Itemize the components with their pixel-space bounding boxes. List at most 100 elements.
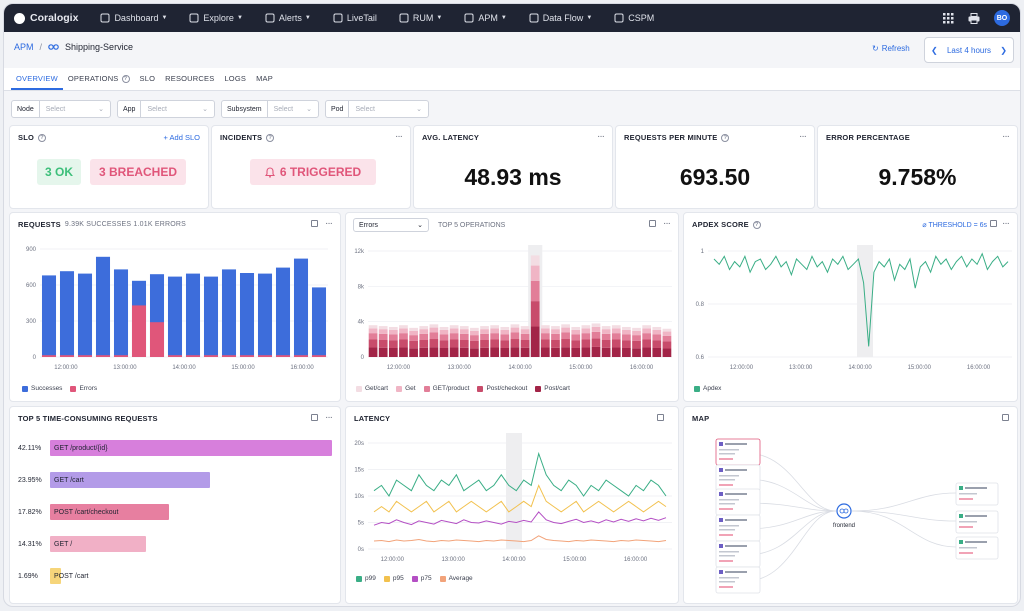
refresh-icon: ↻: [872, 44, 879, 53]
filter-select[interactable]: Select ⌄: [349, 105, 428, 114]
slo-ok-badge[interactable]: 3 OK: [37, 159, 81, 185]
nav-item-data-flow[interactable]: Data Flow ▼: [529, 13, 592, 23]
top-request-row[interactable]: 42.11% GET /product/{id}: [18, 440, 332, 456]
requests-subtitle: 9.39K SUCCESSES 1.01K ERRORS: [64, 221, 187, 228]
help-icon[interactable]: ?: [266, 133, 275, 142]
operation-segment: [449, 339, 459, 348]
operation-segment: [439, 329, 449, 335]
more-options-icon[interactable]: ···: [1002, 131, 1010, 142]
threshold-label: THRESHOLD = 6s: [928, 222, 987, 229]
nav-item-explore[interactable]: Explore ▼: [189, 13, 243, 23]
user-avatar[interactable]: BO: [994, 10, 1010, 26]
more-options-icon[interactable]: ···: [597, 131, 605, 142]
operation-segment: [429, 327, 439, 333]
tab-overview[interactable]: OVERVIEW: [11, 74, 63, 90]
apps-grid-icon[interactable]: [943, 12, 954, 24]
expand-icon[interactable]: [311, 220, 318, 227]
nav-item-apm[interactable]: APM ▼: [464, 13, 507, 23]
top-request-row[interactable]: 1.69% POST /cart: [18, 568, 89, 584]
requests-title: REQUESTS: [18, 220, 61, 229]
expand-icon[interactable]: [311, 414, 318, 421]
tab-slo[interactable]: SLO: [135, 74, 161, 90]
brand-name: Coralogix: [30, 12, 79, 24]
slo-breached-badge[interactable]: 3 BREACHED: [90, 159, 186, 185]
operation-segment: [459, 329, 469, 334]
apdex-x-tick: 12:00:00: [730, 365, 754, 371]
node-text: [959, 493, 977, 495]
time-range-picker[interactable]: ❮ Last 4 hours ❯: [924, 37, 1014, 63]
operation-segment: [662, 348, 672, 357]
more-options-icon[interactable]: ···: [325, 412, 333, 423]
operation-segment: [378, 326, 388, 330]
help-icon[interactable]: ?: [38, 133, 47, 142]
expand-icon[interactable]: [1002, 414, 1009, 421]
expand-icon[interactable]: [657, 414, 664, 421]
expand-icon[interactable]: [649, 220, 656, 227]
filter-select[interactable]: Select ⌄: [141, 105, 214, 114]
time-prev-icon[interactable]: ❮: [931, 45, 938, 55]
tab-resources[interactable]: RESOURCES: [160, 74, 219, 90]
caret-down-icon: ▼: [304, 15, 311, 21]
nav-item-dashboard[interactable]: Dashboard ▼: [100, 13, 167, 23]
refresh-button[interactable]: ↻ Refresh: [872, 44, 910, 53]
caret-down-icon: ▼: [500, 15, 507, 21]
success-bar: [203, 276, 219, 357]
operation-segment: [449, 347, 459, 357]
node-text: [719, 449, 739, 451]
apdex-y-tick: 0.8: [696, 302, 705, 308]
more-options-icon[interactable]: ···: [663, 218, 671, 229]
operation-segment: [611, 325, 621, 329]
operation-segment: [480, 326, 489, 330]
operation-segment: [429, 324, 439, 328]
legend-label: p99: [365, 575, 376, 582]
service-map[interactable]: frontend: [684, 431, 1019, 601]
tab-bar: OVERVIEW OPERATIONS? SLO RESOURCES LOGS MAP: [4, 68, 1020, 91]
more-options-icon[interactable]: ···: [799, 131, 807, 142]
filter-node[interactable]: Node Select ⌄: [11, 100, 111, 118]
operations-metric-select[interactable]: Errors ⌄: [353, 218, 429, 232]
nav-item-rum[interactable]: RUM ▼: [399, 13, 442, 23]
tab-map[interactable]: MAP: [251, 74, 278, 90]
nav-item-alerts[interactable]: Alerts ▼: [265, 13, 311, 23]
chevron-down-icon: ⌄: [416, 106, 422, 113]
help-icon[interactable]: ?: [752, 220, 761, 229]
add-slo-button[interactable]: + Add SLO: [163, 133, 201, 142]
top-request-row[interactable]: 23.95% GET /cart: [18, 472, 211, 488]
top-request-row[interactable]: 14.31% GET /: [18, 536, 146, 552]
operation-segment: [601, 326, 611, 330]
filter-pod[interactable]: Pod Select ⌄: [325, 100, 429, 118]
operation-segment: [490, 339, 500, 348]
filter-select[interactable]: Select ⌄: [40, 105, 110, 114]
error-percentage-panel: ERROR PERCENTAGE ··· 9.758%: [817, 125, 1018, 209]
nav-item-livetail[interactable]: LiveTail: [333, 13, 377, 23]
help-icon[interactable]: ?: [121, 74, 130, 83]
operation-segment: [378, 333, 388, 340]
brand-logo[interactable]: Coralogix: [14, 12, 78, 24]
time-range-label: Last 4 hours: [946, 45, 992, 55]
tab-logs[interactable]: LOGS: [219, 74, 251, 90]
more-options-icon[interactable]: ···: [325, 218, 333, 229]
filter-subsystem[interactable]: Subsystem Select ⌄: [221, 100, 319, 118]
operation-segment: [439, 340, 449, 348]
incidents-triggered-badge[interactable]: 6 TRIGGERED: [250, 159, 376, 185]
more-options-icon[interactable]: ···: [395, 131, 403, 142]
filter-placeholder: Select: [147, 105, 167, 113]
filter-select[interactable]: Select ⌄: [268, 105, 318, 114]
printer-icon[interactable]: [968, 12, 980, 24]
service-icon: [719, 544, 723, 548]
requests-legend: Successes Errors: [22, 385, 97, 392]
tab-operations[interactable]: OPERATIONS?: [63, 74, 135, 90]
node-text: [719, 581, 735, 583]
nav-item-cspm[interactable]: CSPM: [614, 13, 654, 23]
top-request-row[interactable]: 17.82% POST /cart/checkout: [18, 504, 170, 520]
time-next-icon[interactable]: ❯: [1000, 45, 1007, 55]
nav-item-label: Data Flow: [542, 13, 584, 23]
expand-icon[interactable]: [990, 220, 997, 227]
help-icon[interactable]: ?: [721, 133, 730, 142]
filter-app[interactable]: App Select ⌄: [117, 100, 215, 118]
breadcrumb-apm-link[interactable]: APM: [14, 42, 34, 52]
more-options-icon[interactable]: ···: [1002, 218, 1010, 229]
operation-segment: [520, 339, 530, 348]
threshold-link[interactable]: ⌀ THRESHOLD = 6s: [922, 222, 987, 229]
legend-label: p95: [392, 575, 404, 582]
